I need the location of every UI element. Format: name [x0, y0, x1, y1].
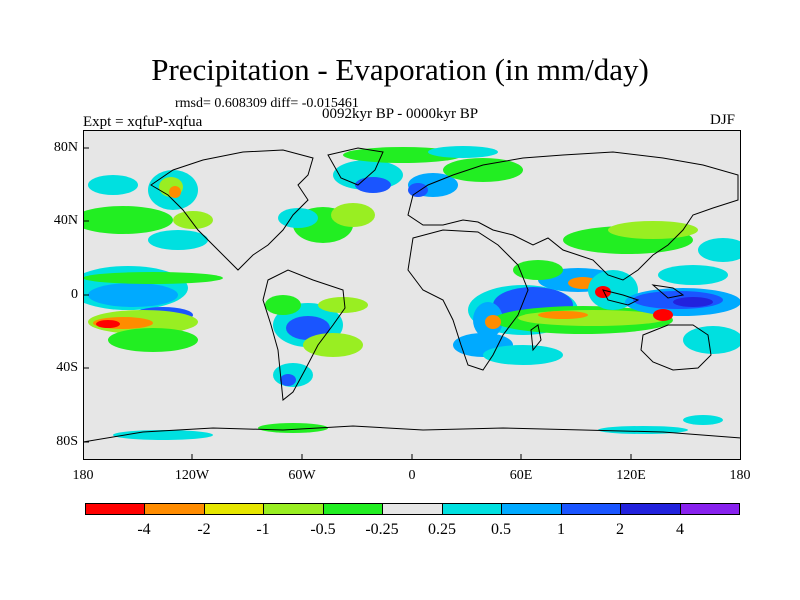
coastline-north-america: [150, 149, 314, 271]
x-tick-label: 180: [72, 468, 94, 483]
anomaly-region: [169, 186, 181, 198]
y-tick-label: 0: [71, 287, 78, 302]
rmsd-diff-stats: rmsd= 0.608309 diff= -0.015461: [175, 96, 359, 111]
anomaly-region: [108, 328, 198, 352]
anomaly-region: [83, 206, 173, 234]
coastline-africa: [407, 229, 529, 371]
season-label: DJF: [710, 112, 736, 128]
anomaly-region: [595, 286, 611, 298]
y-tick-label: 80S: [56, 434, 78, 449]
colorbar-swatch: [383, 504, 443, 514]
colorbar-label: -0.25: [365, 521, 399, 538]
colorbar-swatch: [621, 504, 681, 514]
colorbar: [85, 503, 740, 515]
anomaly-region: [683, 415, 723, 425]
experiment-label: Expt = xqfuP-xqfua: [83, 114, 203, 130]
anomaly-region: [653, 309, 673, 321]
anomaly-region: [96, 320, 120, 328]
anomaly-region: [265, 295, 301, 315]
time-period-label: 0092kyr BP - 0000kyr BP: [322, 106, 479, 122]
coastlines: [83, 147, 741, 443]
anomaly-region: [318, 297, 368, 313]
anomaly-region: [673, 297, 713, 307]
anomaly-region: [331, 203, 375, 227]
colorbar-label: 4: [676, 521, 684, 538]
anomaly-region: [588, 270, 638, 310]
anomaly-region: [88, 283, 178, 307]
coastline-madagascar: [530, 324, 542, 352]
anomaly-region: [698, 238, 741, 262]
colorbar-swatch: [264, 504, 324, 514]
x-tick-label: 60W: [288, 468, 316, 483]
coastline-antarctica: [83, 425, 741, 443]
anomaly-region: [658, 265, 728, 285]
anomaly-region: [608, 221, 698, 239]
coastline-indonesia: [602, 289, 640, 306]
anomaly-region: [88, 175, 138, 195]
colorbar-swatch: [502, 504, 562, 514]
coastline-south-america: [262, 269, 346, 401]
anomaly-region: [513, 260, 563, 280]
colorbar-label: 1: [557, 521, 565, 538]
y-tick-label: 80N: [53, 140, 78, 155]
colorbar-swatch: [204, 504, 265, 514]
colorbar-swatch: [680, 504, 739, 514]
colorbar-label: 2: [616, 521, 624, 538]
coastline-new-guinea: [651, 284, 685, 299]
anomaly-region: [408, 183, 428, 197]
anomaly-region: [485, 315, 501, 329]
colorbar-label: -2: [197, 521, 211, 538]
colorbar-swatch: [442, 504, 503, 514]
colorbar-swatch: [561, 504, 622, 514]
x-tick-label: 60E: [509, 468, 533, 483]
x-tick-label: 180: [729, 468, 751, 483]
colorbar-swatch: [145, 504, 205, 514]
map-plot: [83, 130, 741, 460]
anomaly-region: [173, 211, 213, 229]
anomaly-fields: [83, 146, 741, 440]
colorbar-label: -4: [137, 521, 151, 538]
anomaly-region: [355, 177, 391, 193]
colorbar-label: -0.5: [310, 521, 336, 538]
colorbar-swatch: [86, 504, 146, 514]
y-tick-label: 40N: [53, 213, 78, 228]
coastline-australia: [640, 324, 712, 371]
anomaly-region: [428, 146, 498, 158]
plot-title: Precipitation - Evaporation (in mm/day): [151, 52, 649, 87]
x-tick-label: 120W: [174, 468, 210, 483]
anomaly-region: [683, 326, 741, 354]
anomaly-region: [83, 272, 223, 284]
anomaly-region: [286, 316, 330, 340]
axis-ticks: [83, 147, 632, 460]
anomaly-region: [538, 311, 588, 319]
y-tick-label: 40S: [56, 360, 78, 375]
anomaly-region: [278, 208, 318, 228]
colorbar-label: -1: [256, 521, 270, 538]
anomaly-region: [148, 230, 208, 250]
x-tick-label: 120E: [616, 468, 646, 483]
coastline-greenland: [327, 147, 384, 186]
anomaly-region: [303, 333, 363, 357]
anomaly-region: [280, 374, 296, 386]
anomaly-region: [258, 423, 328, 433]
anomaly-region: [483, 345, 563, 365]
colorbar-label: 0.5: [491, 521, 511, 538]
coastline-eurasia: [407, 151, 739, 281]
x-tick-label: 0: [408, 468, 416, 483]
colorbar-label: 0.25: [428, 521, 456, 538]
anomaly-region: [443, 158, 523, 182]
colorbar-swatch: [323, 504, 384, 514]
